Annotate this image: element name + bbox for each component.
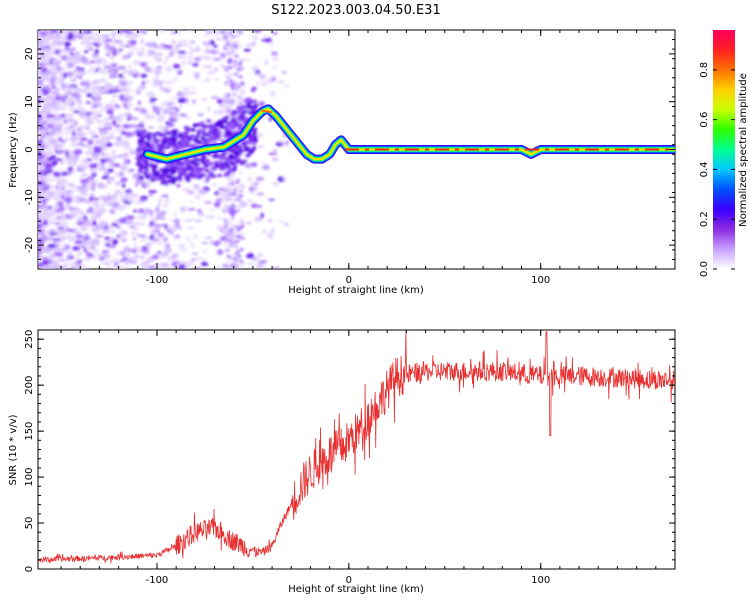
spectrogram-x-tick: 100	[531, 275, 550, 286]
snr-x-tick: 0	[346, 575, 352, 586]
snr-series-line	[38, 330, 675, 564]
snr-y-tick: 50	[24, 517, 35, 530]
spectrogram-y-tick: -10	[24, 189, 35, 205]
snr-y-label: SNR (10 * v/v)	[8, 414, 19, 485]
snr-y-tick: 200	[24, 376, 35, 395]
snr-y-tick: 100	[24, 468, 35, 487]
colorbar-tick: 0.0	[699, 261, 710, 277]
colorbar: 0.0 0.2 0.4 0.6 0.8 Normalized spectral ampl…	[699, 30, 749, 277]
colorbar-label: Normalized spectral amplitude	[738, 73, 749, 227]
spectrogram-y-tick: -20	[24, 237, 35, 253]
colorbar-tick: 0.4	[699, 161, 710, 177]
snr-frame	[37, 329, 676, 570]
snr-axes: -100 0 100 0 50 100 150 200 250	[24, 329, 676, 586]
snr-y-tick: 250	[24, 330, 35, 349]
spectrogram-y-tick: 20	[24, 48, 35, 61]
spectrogram-x-tick: -100	[146, 275, 169, 286]
colorbar-tick: 0.6	[699, 112, 710, 128]
colorbar-ticks: 0.0 0.2 0.4 0.6 0.8	[699, 62, 735, 277]
spectrogram-y-tick: 0	[24, 146, 35, 152]
spectrogram-x-tick: 0	[346, 275, 352, 286]
spectrogram-x-label: Height of straight line (km)	[288, 285, 424, 296]
spectrogram-heatmap	[38, 30, 675, 269]
spectrogram-y-label: Frequency (Hz)	[8, 112, 19, 188]
snr-x-label: Height of straight line (km)	[288, 584, 424, 595]
colorbar-tick: 0.2	[699, 211, 710, 227]
spectrogram-y-tick: 10	[24, 95, 35, 108]
snr-x-tick: -100	[146, 575, 169, 586]
figure-title: S122.2023.003.04.50.E31	[271, 3, 440, 18]
snr-panel: -100 0 100 0 50 100 150 200 250 Height of straig…	[8, 329, 676, 595]
snr-y-tick: 0	[24, 566, 35, 572]
snr-y-tick: 150	[24, 422, 35, 441]
snr-x-tick: 100	[531, 575, 550, 586]
colorbar-scale	[713, 30, 735, 269]
colorbar-tick: 0.8	[699, 62, 710, 78]
